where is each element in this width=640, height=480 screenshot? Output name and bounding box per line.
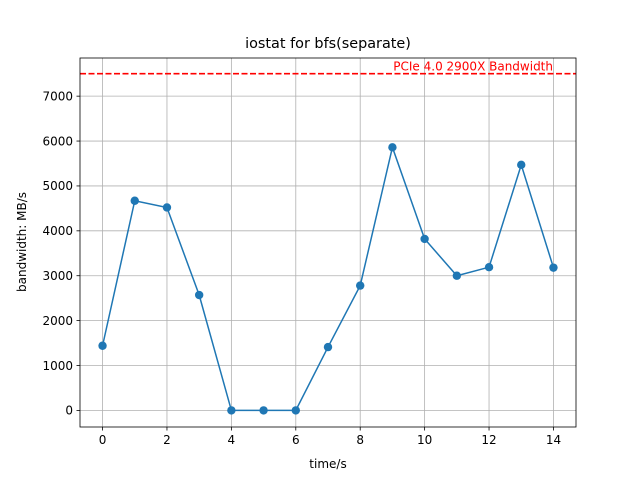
reference-line-group: PCIe 4.0 2900X Bandwidth	[80, 60, 576, 75]
y-tick-label: 2000	[42, 314, 73, 328]
data-point	[388, 143, 397, 152]
data-point	[452, 271, 462, 280]
data-point	[549, 263, 558, 272]
chart-title: iostat for bfs(separate)	[245, 36, 411, 52]
y-ticks: 0 1000 2000 3000 4000 5000 6000 7000	[42, 89, 80, 418]
data-point	[98, 341, 107, 350]
x-tick-label: 2	[163, 433, 171, 447]
x-tick-label: 12	[481, 433, 496, 447]
x-axis-label: time/s	[309, 457, 346, 471]
y-tick-label: 1000	[42, 359, 73, 373]
grid-lines	[80, 58, 576, 427]
data-point	[227, 406, 236, 415]
reference-line-label: PCIe 4.0 2900X Bandwidth	[393, 60, 553, 74]
data-point	[194, 290, 204, 300]
y-tick-label: 0	[65, 404, 73, 418]
data-point	[420, 234, 429, 244]
y-tick-label: 6000	[42, 134, 73, 148]
y-tick-label: 4000	[42, 224, 73, 238]
x-tick-label: 0	[99, 433, 107, 447]
x-tick-label: 8	[356, 433, 364, 447]
axes-frame	[79, 57, 577, 428]
series-group	[98, 143, 558, 415]
data-point	[356, 281, 365, 290]
y-tick-label: 5000	[42, 179, 73, 193]
x-tick-label: 10	[417, 433, 432, 447]
x-ticks: 0 2 4 6 8 10 12 14	[99, 427, 561, 447]
x-tick-label: 6	[292, 433, 300, 447]
data-point	[291, 406, 300, 415]
data-point	[517, 160, 526, 170]
data-point	[323, 342, 333, 352]
y-axis-label: bandwidth: MB/s	[15, 192, 29, 292]
x-tick-label: 14	[546, 433, 561, 447]
y-tick-label: 3000	[42, 269, 73, 283]
plot-area-border	[79, 57, 577, 428]
data-point	[484, 262, 494, 272]
data-point	[162, 203, 172, 212]
data-point	[259, 406, 268, 415]
data-point	[130, 196, 139, 205]
x-tick-label: 4	[228, 433, 236, 447]
y-tick-label: 7000	[42, 89, 73, 103]
